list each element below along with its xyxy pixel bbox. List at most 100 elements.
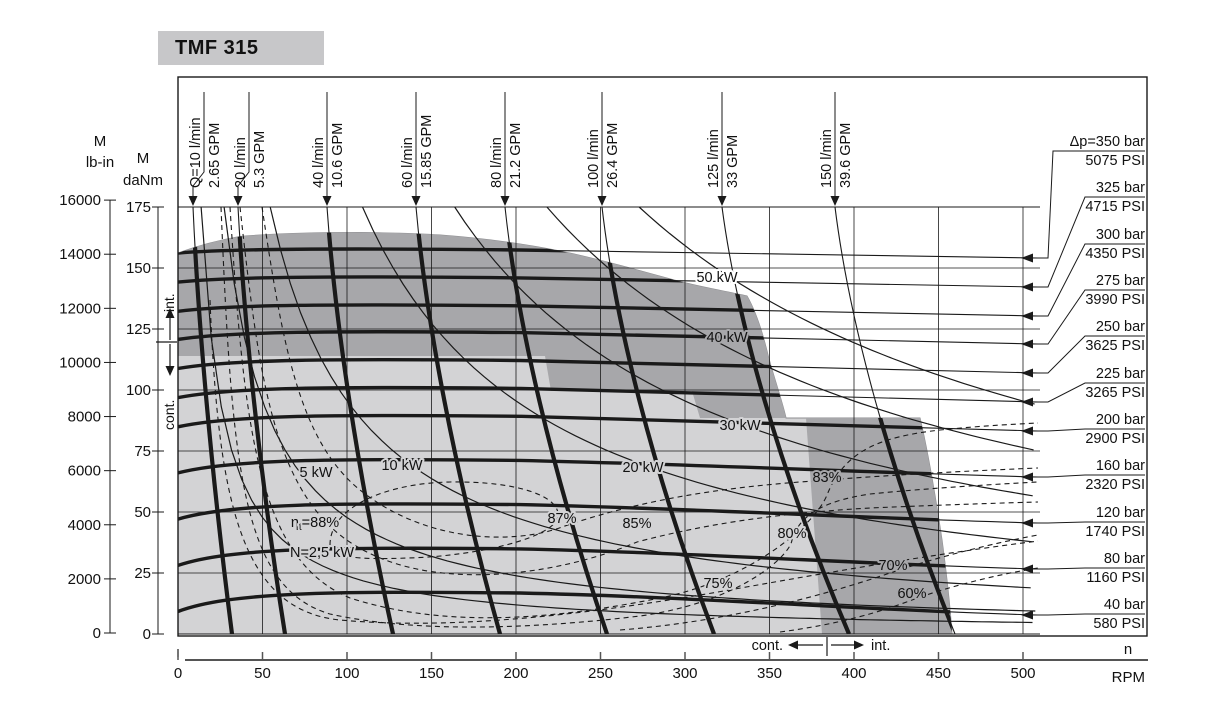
- flow-line-thick: [235, 232, 288, 634]
- pressure-leader: [1031, 428, 1145, 432]
- pressure-label-bar: 275 bar: [1096, 273, 1145, 289]
- tick-label: 200: [503, 665, 528, 682]
- outer-frame: [177, 76, 1148, 637]
- tick-label: 50: [134, 504, 151, 521]
- pressure-label-bar: 80 bar: [1104, 551, 1145, 567]
- tick-label: 10000: [59, 354, 101, 371]
- efficiency-label: 87%: [547, 511, 576, 527]
- pressure-label-psi: 1740 PSI: [1085, 524, 1145, 540]
- pressure-arrow-icon: [1021, 397, 1033, 407]
- pressure-label-psi: 2900 PSI: [1085, 431, 1145, 447]
- pressure-leader: [1031, 289, 1145, 345]
- tick-label: 250: [588, 665, 613, 682]
- pressure-leader: [1031, 521, 1145, 524]
- flow-arrow-icon: [597, 196, 607, 206]
- efficiency-label: 70%: [878, 558, 907, 574]
- pressure-label-psi: 3990 PSI: [1085, 292, 1145, 308]
- flow-arrow-icon: [188, 196, 198, 206]
- flow-label-lmin: 40 l/min: [311, 137, 327, 188]
- power-curve: [638, 206, 1035, 405]
- left-arrow-icon: [788, 640, 798, 650]
- efficiency-label: 80%: [777, 526, 806, 542]
- tick-label: 2000: [68, 571, 101, 588]
- tick-label: 75: [134, 443, 151, 460]
- pressure-leader: [1031, 567, 1145, 570]
- cont-label: cont.: [161, 400, 177, 430]
- tick-label: 100: [334, 665, 359, 682]
- pressure-arrow-icon: [1021, 311, 1033, 321]
- tick-label: 125: [126, 321, 151, 338]
- pressure-leader: [1031, 474, 1145, 478]
- tick-label: 350: [757, 665, 782, 682]
- efficiency-label: ηt=88%: [291, 515, 339, 533]
- pressure-arrow-icon: [1021, 472, 1033, 482]
- flow-label-gpm: 2.65 GPM: [207, 123, 223, 188]
- flow-arrow-icon: [233, 196, 243, 206]
- efficiency-contour: [209, 299, 1039, 624]
- power-label: 30 kW: [719, 418, 760, 434]
- axis-lb-in: 0 2000 4000 6000 8000 10000 12000 14000 16000 Mlb…: [59, 133, 116, 642]
- flow-line-thick: [190, 232, 235, 634]
- model-title: TMF 315: [158, 31, 324, 65]
- tick-label: 50: [254, 665, 271, 682]
- tick-label: 25: [134, 565, 151, 582]
- pressure-line-thick: [178, 590, 952, 617]
- pressure-label-psi: 3625 PSI: [1085, 338, 1145, 354]
- pressure-label-psi: 5075 PSI: [1085, 153, 1145, 169]
- flow-arrow-icon: [500, 196, 510, 206]
- pressure-label-bar: 200 bar: [1096, 412, 1145, 428]
- power-curve: [200, 206, 1033, 624]
- flow-line-thick: [413, 232, 503, 634]
- power-label: 20 kW: [622, 460, 663, 476]
- flow-line-thick: [502, 232, 609, 634]
- tick-label: 150: [126, 260, 151, 277]
- efficiency-label: 60%: [897, 586, 926, 602]
- pressure-label-bar: 120 bar: [1096, 505, 1145, 521]
- pressure-label-psi: 2320 PSI: [1085, 477, 1145, 493]
- axis-title-unit: lb-in: [86, 154, 114, 171]
- flow-label-gpm: 10.6 GPM: [330, 123, 346, 188]
- pressure-leader: [1031, 613, 1145, 616]
- pressure-arrow-icon: [1021, 253, 1033, 263]
- axis-title: M: [94, 133, 107, 150]
- right-arrow-icon: [854, 640, 864, 650]
- efficiency-contour: [779, 567, 1039, 633]
- intermittent-region-right: [806, 418, 952, 634]
- efficiency-label: 83%: [812, 470, 841, 486]
- pressure-label-bar: 250 bar: [1096, 319, 1145, 335]
- power-label: 5 kW: [299, 465, 332, 481]
- pressure-label-psi: 1160 PSI: [1086, 570, 1145, 586]
- flow-label-gpm: 39.6 GPM: [838, 123, 854, 188]
- efficiency-label: 75%: [703, 576, 732, 592]
- power-label: N=2,5 kW: [290, 545, 354, 561]
- grid: [178, 207, 1040, 634]
- power-label: 50 kW: [696, 270, 737, 286]
- efficiency-contour: [619, 534, 1039, 631]
- flow-label-gpm: 33 GPM: [725, 135, 741, 188]
- efficiency-contour: [239, 206, 1039, 576]
- tick-label: 0: [174, 665, 182, 682]
- tick-label: 6000: [68, 463, 101, 480]
- tick-label: 450: [926, 665, 951, 682]
- left-region-annotation: int. cont.: [156, 293, 177, 430]
- power-label: 10 kW: [381, 458, 422, 474]
- tick-label: 175: [126, 199, 151, 216]
- down-arrow-icon: [165, 366, 175, 376]
- tick-label: 14000: [59, 246, 101, 263]
- pressure-leader: [1031, 335, 1145, 374]
- efficiency-contour: [329, 481, 559, 560]
- pressure-label-psi: 4350 PSI: [1085, 246, 1145, 262]
- tick-label: 8000: [68, 409, 101, 426]
- efficiency-contour: [261, 206, 1039, 538]
- axis-title-unit: RPM: [1112, 669, 1145, 686]
- pressure-line-thick: [178, 546, 952, 571]
- pressure-label-bar: 325 bar: [1096, 180, 1145, 196]
- pressure-leader: [1031, 243, 1145, 317]
- pressure-label-bar: 160 bar: [1096, 458, 1145, 474]
- tick-label: 400: [841, 665, 866, 682]
- power-curve: [269, 206, 1031, 589]
- int-label: int.: [161, 293, 177, 312]
- pressure-label-bar: 225 bar: [1096, 366, 1145, 382]
- axis-title-unit: daNm: [123, 172, 163, 189]
